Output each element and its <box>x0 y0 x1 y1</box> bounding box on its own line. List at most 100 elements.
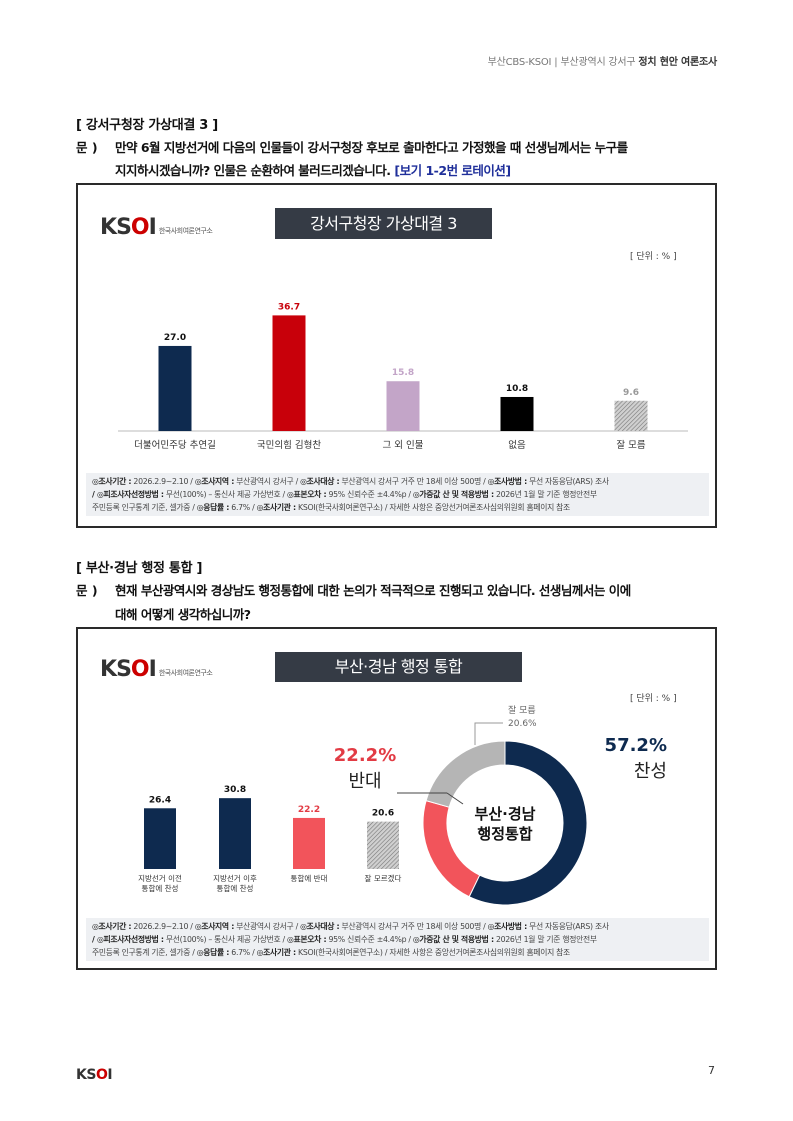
section2-question-line1: 현재 부산광역시와 경상남도 행정통합에 대한 논의가 적극적으로 진행되고 있… <box>115 583 631 598</box>
note-key: ◎응답률 : <box>196 948 230 957</box>
section2-q-prefix: 문 ) <box>76 583 98 598</box>
chart1-logo-sub: 한국사회여론연구소 <box>158 226 213 235</box>
chart1-category-label: 국민의힘 김형찬 <box>257 439 321 451</box>
note-value: KSOI(한국사회여론연구소) / 자세한 사항은 중앙선거여론조사심의위원회 … <box>295 503 570 512</box>
note-value: 부산광역시 강서구 / <box>234 477 301 486</box>
note-value: 6.7% / <box>229 948 257 957</box>
chart1-bar <box>272 315 306 431</box>
chart2-category-label: 통합에 찬성 <box>142 883 179 893</box>
chart2-donut-center-label: 행정통합 <box>477 825 532 843</box>
chart2-bar <box>293 817 325 869</box>
note-value: 부산광역시 강서구 / <box>234 922 301 931</box>
chart1-value-label: 9.6 <box>623 388 639 398</box>
chart1-bar <box>500 396 534 431</box>
chart2-bar <box>219 798 251 869</box>
chart2-category-label: 지방선거 이후 <box>213 873 257 883</box>
chart1-value-label: 15.8 <box>392 368 414 378</box>
note-value: 6.7% / <box>229 503 257 512</box>
chart2-leader-line <box>446 792 464 805</box>
section1-question-line2: 지지하시겠습니까? 인물은 순환하여 불러드리겠습니다. [보기 1-2번 로테… <box>115 160 511 179</box>
chart1-title: 강서구청장 가상대결 3 <box>275 208 492 239</box>
note-key: ◎조사방법 : <box>487 922 528 931</box>
chart2-donut-slice <box>425 740 506 808</box>
note-value: 95% 신뢰수준 ±4.4%p / <box>326 490 413 499</box>
chart2-survey-note: ◎조사기간 : 2026.2.9~2.10 / ◎조사지역 : 부산광역시 강서… <box>86 918 709 961</box>
chart2-donut-name-label: 반대 <box>348 771 381 792</box>
chart1-panel: KSOI 한국사회여론연구소 강서구청장 가상대결 3 [ 단위 : % ] 2… <box>76 183 717 528</box>
section2-question-line2: 대해 어떻게 생각하십니까? <box>115 607 251 622</box>
page-number: 7 <box>708 1064 715 1077</box>
chart1-logo: KSOI 한국사회여론연구소 <box>100 215 213 240</box>
chart2-category-label: 통합에 찬성 <box>217 883 254 893</box>
note-key: / ◎피조사자선정방법 : <box>92 935 164 944</box>
chart1-value-label: 27.0 <box>164 333 186 343</box>
note-value: 부산광역시 강서구 거주 만 18세 이상 500명 / <box>339 477 488 486</box>
chart1-category-label: 잘 모름 <box>616 439 645 451</box>
chart2-category-label: 지방선거 이전 <box>138 873 182 883</box>
chart1-category-label: 없음 <box>508 439 526 451</box>
note-key: ◎가중값 산 및 적용방법 : <box>412 935 494 944</box>
note-key: ◎조사기간 : <box>92 922 132 931</box>
chart2-value-label: 20.6 <box>372 809 394 819</box>
chart1-unit: [ 단위 : % ] <box>630 252 677 262</box>
note-key: ◎조사기관 : <box>256 503 297 512</box>
note-key: ◎조사기간 : <box>92 477 132 486</box>
header-region: 부산광역시 강서구 <box>560 57 636 68</box>
chart2-leader-line <box>474 722 503 745</box>
chart2-bar <box>144 808 176 869</box>
note-key: ◎조사지역 : <box>194 477 235 486</box>
chart2-logo-text: KSOI <box>100 657 157 682</box>
header-title: 정치 현안 여론조사 <box>638 57 717 68</box>
note-value: 2026.2.9~2.10 / <box>131 477 195 486</box>
note-value: 무선(100%) – 통신사 제공 가상번호 / <box>163 490 288 499</box>
chart1-category-label: 그 외 인물 <box>383 439 424 451</box>
note-value: 주민등록 인구통계 기준, 셀가중 / <box>92 503 197 512</box>
chart1-logo-text: KSOI <box>100 215 157 240</box>
chart1-bar-chart: 27.0 더불어민주당 추연길 36.7 국민의힘 김형찬 15.8 그 외 인물 10.8… <box>118 302 688 451</box>
chart2-value-label: 22.2 <box>298 805 320 815</box>
note-key: ◎조사지역 : <box>194 922 235 931</box>
note-value: KSOI(한국사회여론연구소) / 자세한 사항은 중앙선거여론조사심의위원회 … <box>295 948 570 957</box>
chart2-value-label: 26.4 <box>149 795 171 805</box>
chart2-donut-name-label: 찬성 <box>634 761 667 782</box>
section1-question-note: [보기 1-2번 로테이션] <box>394 163 511 178</box>
chart2-category-label: 잘 모르겠다 <box>365 873 402 883</box>
note-key: ◎표본오차 : <box>287 490 327 499</box>
note-key: ◎표본오차 : <box>287 935 327 944</box>
chart2-donut-value-label: 22.2% <box>334 745 396 766</box>
chart2-panel: KSOI 한국사회여론연구소 부산·경남 행정 통합 [ 단위 : % ] 26… <box>76 627 717 970</box>
chart1-value-label: 36.7 <box>278 302 300 312</box>
chart2-donut-slice <box>422 800 481 898</box>
chart2-logo-sub: 한국사회여론연구소 <box>158 668 213 677</box>
chart2-donut-name-label: 잘 모름 <box>508 704 536 716</box>
note-key: ◎조사방법 : <box>487 477 528 486</box>
note-key: ◎가중값 산 및 적용방법 : <box>412 490 494 499</box>
note-value: 2026.2.9~2.10 / <box>131 922 195 931</box>
header-source: 부산CBS-KSOI <box>487 57 552 68</box>
note-key: ◎조사대상 : <box>300 477 340 486</box>
header-divider: | <box>554 57 561 68</box>
chart1-bar <box>614 400 648 431</box>
chart2-donut-center-label: 부산·경남 <box>475 805 536 823</box>
note-value: 2026년 1월 말 기준 행정안전부 <box>493 490 597 499</box>
chart1-category-label: 더불어민주당 추연길 <box>134 439 216 451</box>
chart2-unit: [ 단위 : % ] <box>630 694 677 704</box>
note-key: ◎조사기관 : <box>256 948 297 957</box>
chart2-bar <box>367 821 399 869</box>
footer-logo: KSOI <box>76 1067 113 1083</box>
chart2-donut-value-label: 20.6% <box>508 719 537 729</box>
chart2-donut-value-label: 57.2% <box>605 735 667 756</box>
note-value: 무선 자동응답(ARS) 조사 <box>526 922 609 931</box>
section1-heading: [ 강서구청장 가상대결 3 ] <box>76 118 218 133</box>
chart1-value-label: 10.8 <box>506 384 528 394</box>
chart2-value-label: 30.8 <box>224 785 246 795</box>
section1-q-prefix: 문 ) <box>76 140 98 155</box>
note-key: ◎응답률 : <box>196 503 230 512</box>
note-value: 2026년 1월 말 기준 행정안전부 <box>493 935 597 944</box>
chart1-bar <box>386 381 420 431</box>
chart2-logo: KSOI 한국사회여론연구소 <box>100 657 213 682</box>
chart2-title: 부산·경남 행정 통합 <box>275 652 522 682</box>
section2-heading: [ 부산·경남 행정 통합 ] <box>76 561 203 576</box>
